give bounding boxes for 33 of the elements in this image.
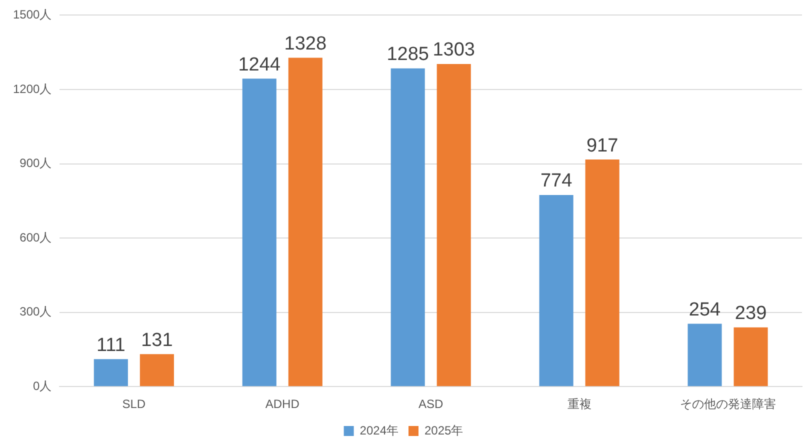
legend-label: 2024年 — [360, 423, 399, 438]
y-tick-label: 1200人 — [12, 82, 52, 96]
bar — [734, 327, 768, 386]
bar — [390, 68, 425, 386]
data-label: 254 — [688, 299, 722, 320]
data-label: 1303 — [432, 40, 475, 61]
bar — [140, 354, 174, 386]
data-label: 239 — [734, 303, 767, 324]
y-tick-label: 1500人 — [12, 8, 52, 22]
y-tick-label: 600人 — [20, 230, 52, 244]
data-label: 1328 — [284, 34, 327, 55]
data-label: 1244 — [238, 54, 281, 76]
bar — [585, 160, 620, 386]
bar — [539, 194, 574, 386]
bar — [94, 359, 128, 386]
y-tick-label: 900人 — [20, 156, 52, 170]
data-label: 1285 — [386, 44, 429, 66]
data-label: 774 — [540, 170, 573, 192]
x-tick-label: ADHD — [265, 397, 300, 412]
data-label: 131 — [141, 330, 173, 351]
legend-label: 2025年 — [424, 423, 464, 438]
y-tick-label: 0人 — [33, 378, 52, 393]
data-label: 111 — [96, 334, 126, 356]
bar — [436, 64, 471, 386]
bar — [288, 58, 322, 386]
x-tick-label: SLD — [122, 397, 146, 412]
x-tick-label: その他の発達障害 — [680, 397, 776, 412]
data-label: 917 — [586, 135, 618, 156]
bar — [242, 78, 276, 386]
bar — [688, 324, 722, 386]
y-tick-label: 300人 — [20, 304, 52, 319]
x-tick-label: 重複 — [567, 397, 592, 412]
x-tick-label: ASD — [418, 397, 444, 412]
